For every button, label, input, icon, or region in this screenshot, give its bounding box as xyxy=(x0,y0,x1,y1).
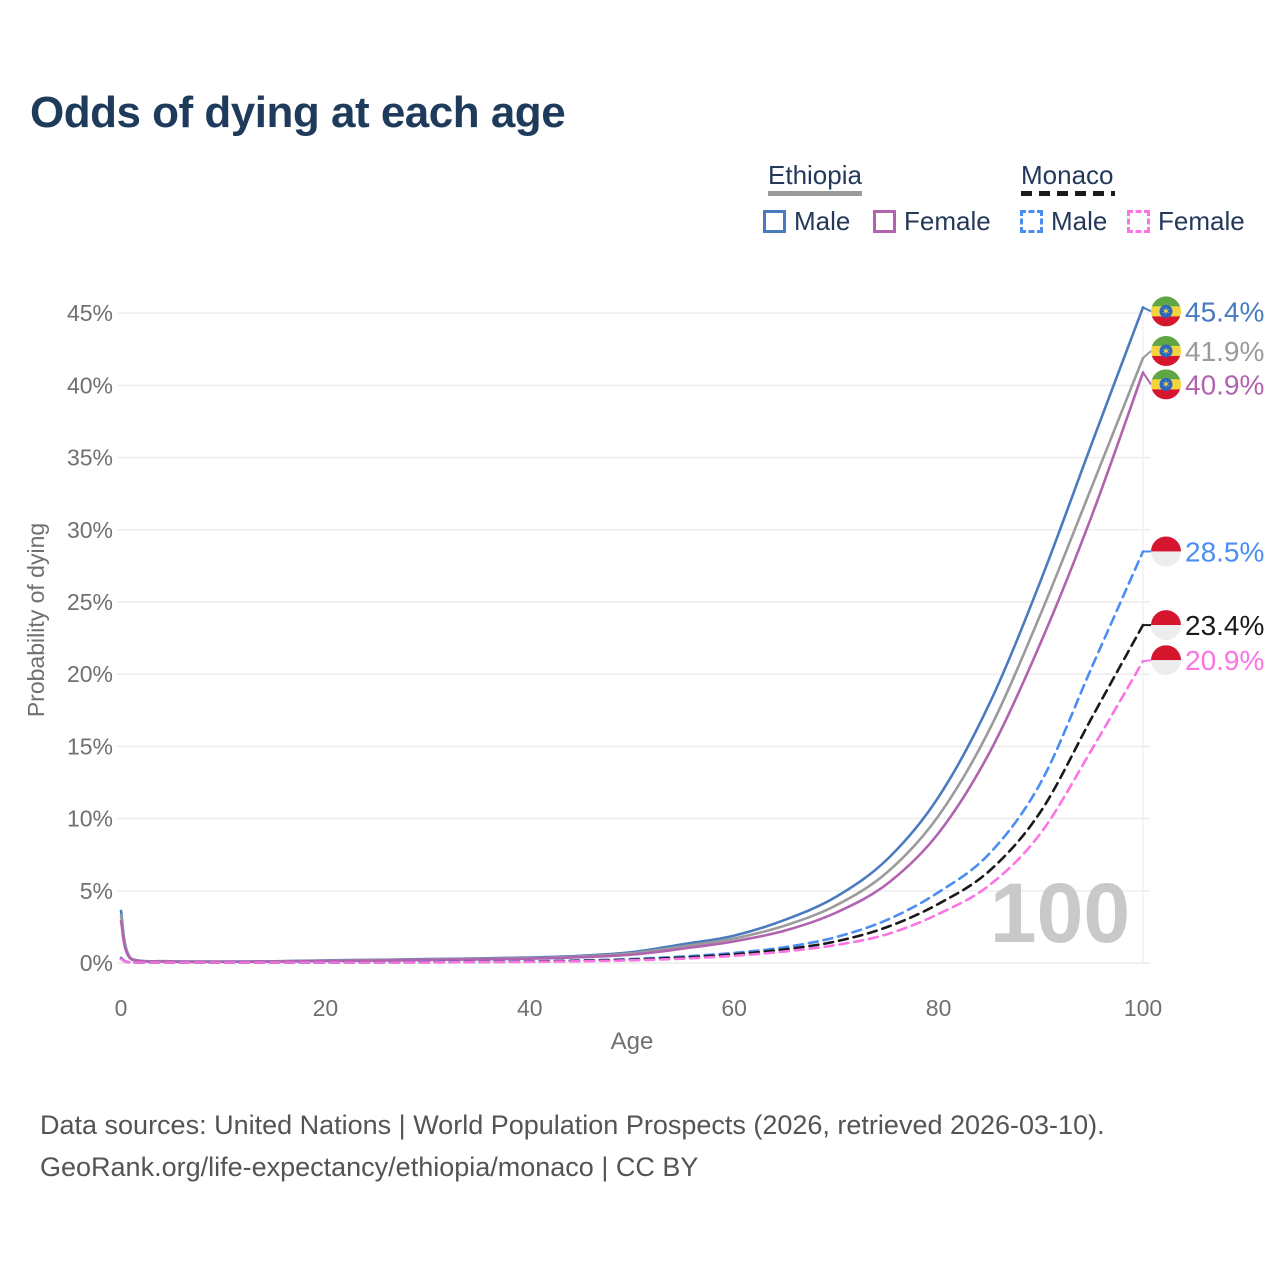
series-line-ethiopia-male[interactable] xyxy=(119,306,1145,963)
footer-line-1: Data sources: United Nations | World Pop… xyxy=(40,1110,1105,1140)
y-tick-label: 40% xyxy=(67,372,113,398)
legend-item-ethiopia-male[interactable]: Male xyxy=(763,206,850,237)
y-tick-label: 5% xyxy=(80,878,113,904)
y-tick-label: 25% xyxy=(67,589,113,615)
end-label-connector xyxy=(1142,350,1152,359)
monaco-male-swatch-icon xyxy=(1020,210,1043,233)
x-tick-label: 80 xyxy=(926,995,952,1021)
ethiopia-male-swatch-icon xyxy=(763,210,786,233)
y-tick-label: 45% xyxy=(67,300,113,326)
x-tick-label: 100 xyxy=(1124,995,1162,1021)
y-tick-label: 15% xyxy=(67,733,113,759)
legend-group-monaco: Monaco xyxy=(1021,160,1115,196)
legend-item-ethiopia-female[interactable]: Female xyxy=(873,206,991,237)
age-watermark: 100 xyxy=(990,866,1130,960)
legend-ethiopia-label: Ethiopia xyxy=(768,160,862,190)
svg-text:✶: ✶ xyxy=(1161,306,1170,318)
y-tick-label: 0% xyxy=(80,950,113,976)
legend-item-monaco-male[interactable]: Male xyxy=(1020,206,1107,237)
series-line-ethiopia-female[interactable] xyxy=(119,371,1145,964)
ethiopia-flag-icon: ✶ xyxy=(1151,335,1181,366)
end-label-value: 23.4% xyxy=(1185,610,1264,641)
legend-monaco-label: Monaco xyxy=(1021,160,1114,190)
footer-line-2: GeoRank.org/life-expectancy/ethiopia/mon… xyxy=(40,1152,699,1182)
end-label-monaco-male: 28.5% xyxy=(1151,536,1264,567)
legend-item-label: Male xyxy=(794,206,851,236)
legend-monaco-underline xyxy=(1021,191,1115,196)
series-line-monaco-female[interactable] xyxy=(119,659,1145,964)
x-tick-label: 60 xyxy=(721,995,747,1021)
legend-ethiopia-underline xyxy=(768,191,862,196)
x-axis-title: Age xyxy=(611,1028,654,1055)
end-label-monaco-female: 20.9% xyxy=(1151,645,1264,676)
end-label-ethiopia-male: ✶ 45.4% xyxy=(1151,296,1264,327)
ethiopia-female-swatch-icon xyxy=(873,210,896,233)
end-label-ethiopia-female: ✶ 40.9% xyxy=(1151,369,1264,400)
end-label-ethiopia-both-sexes: ✶ 41.9% xyxy=(1151,335,1264,367)
end-label-value: 20.9% xyxy=(1185,645,1264,676)
y-axis-title: Probability of dying xyxy=(23,523,49,717)
chart-title: Odds of dying at each age xyxy=(30,88,566,137)
legend-group-ethiopia: Ethiopia xyxy=(768,160,862,196)
monaco-flag-icon xyxy=(1151,645,1181,676)
y-tick-label: 30% xyxy=(67,517,113,543)
legend-item-monaco-female[interactable]: Female xyxy=(1127,206,1245,237)
legend-item-label: Male xyxy=(1051,206,1108,236)
legend-item-label: Female xyxy=(1158,206,1245,236)
end-label-connector xyxy=(1142,306,1152,313)
x-tick-label: 0 xyxy=(115,995,128,1021)
end-label-connector xyxy=(1142,371,1152,385)
end-label-value: 40.9% xyxy=(1185,369,1264,400)
end-label-value: 28.5% xyxy=(1185,536,1264,567)
x-tick-label: 40 xyxy=(517,995,543,1021)
end-label-value: 41.9% xyxy=(1185,336,1264,367)
y-tick-label: 20% xyxy=(67,661,113,687)
data-source-footer: Data sources: United Nations | World Pop… xyxy=(40,1104,1105,1188)
x-tick-label: 20 xyxy=(313,995,339,1021)
svg-text:✶: ✶ xyxy=(1161,346,1170,358)
monaco-female-swatch-icon xyxy=(1127,210,1150,233)
ethiopia-flag-icon: ✶ xyxy=(1151,369,1181,400)
svg-text:✶: ✶ xyxy=(1161,379,1170,391)
legend-item-label: Female xyxy=(904,206,991,236)
y-tick-label: 35% xyxy=(67,445,113,471)
end-label-value: 45.4% xyxy=(1185,296,1264,327)
monaco-flag-icon xyxy=(1151,536,1181,567)
ethiopia-flag-icon: ✶ xyxy=(1151,296,1181,327)
monaco-flag-icon xyxy=(1151,610,1181,641)
y-tick-label: 10% xyxy=(67,806,113,832)
end-label-monaco-both-sexes: 23.4% xyxy=(1151,610,1264,641)
end-label-connector xyxy=(1142,659,1152,663)
